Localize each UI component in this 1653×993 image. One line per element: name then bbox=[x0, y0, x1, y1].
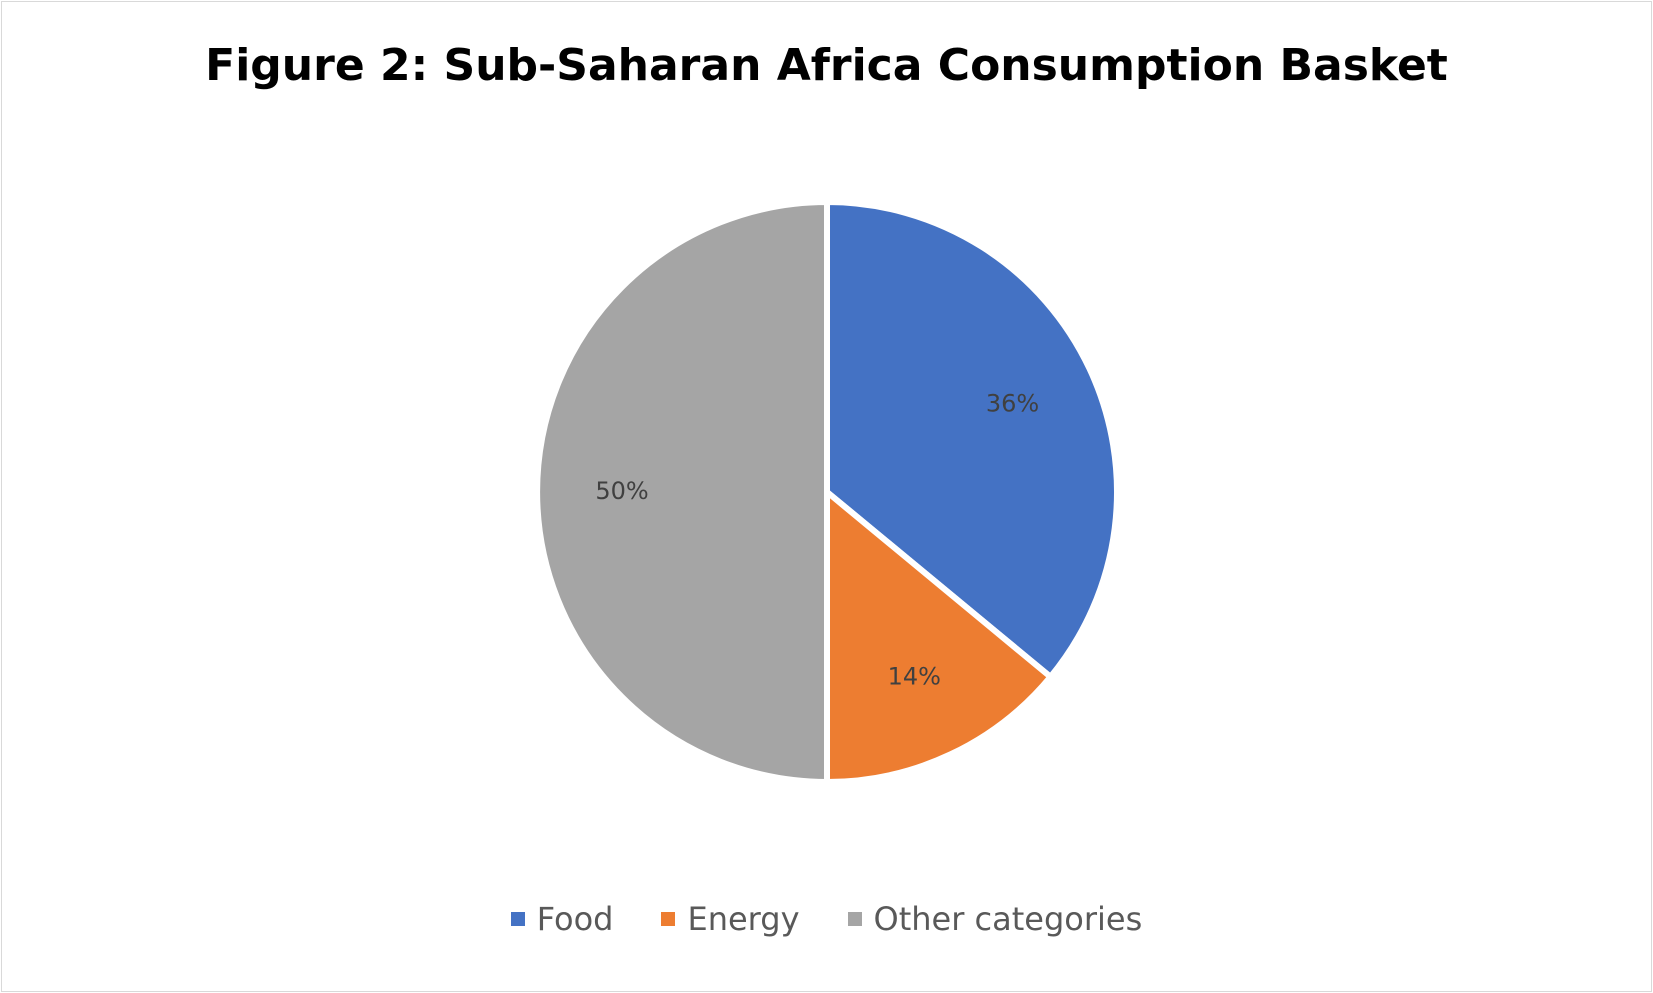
chart-title: Figure 2: Sub-Saharan Africa Consumption… bbox=[205, 40, 1448, 91]
pie-slice-other-categories bbox=[534, 199, 830, 785]
data-label-other-categories: 50% bbox=[595, 477, 648, 505]
legend-swatch-energy bbox=[661, 912, 676, 926]
legend-swatch-other-categories bbox=[847, 912, 862, 926]
legend-label-food: Food bbox=[536, 900, 614, 938]
pie-slice-food bbox=[824, 199, 1120, 680]
legend-item-other-categories: Other categories bbox=[847, 900, 1143, 938]
legend: Food Energy Other categories bbox=[2, 900, 1651, 938]
legend-label-other-categories: Other categories bbox=[873, 900, 1143, 938]
legend-swatch-food bbox=[510, 912, 525, 926]
legend-item-energy: Energy bbox=[661, 900, 800, 938]
pie-slice-energy bbox=[824, 489, 1054, 785]
data-label-food: 36% bbox=[986, 390, 1039, 418]
legend-item-food: Food bbox=[510, 900, 614, 938]
data-label-energy: 14% bbox=[888, 662, 941, 690]
legend-label-energy: Energy bbox=[687, 900, 800, 938]
